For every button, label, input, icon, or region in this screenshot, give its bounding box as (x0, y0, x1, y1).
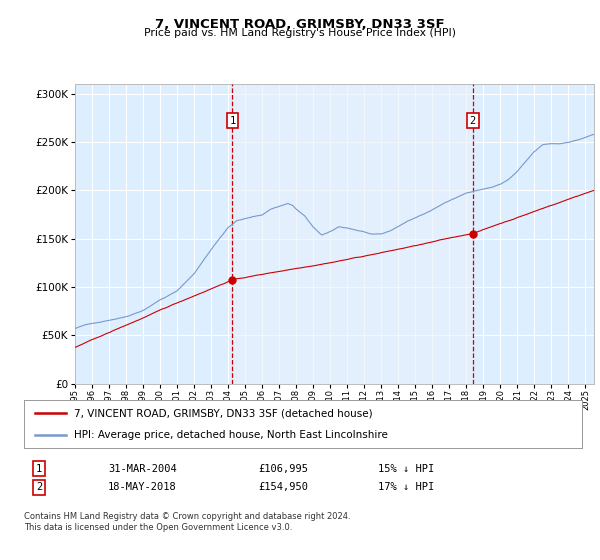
Text: 7, VINCENT ROAD, GRIMSBY, DN33 3SF (detached house): 7, VINCENT ROAD, GRIMSBY, DN33 3SF (deta… (74, 408, 373, 418)
Text: HPI: Average price, detached house, North East Lincolnshire: HPI: Average price, detached house, Nort… (74, 430, 388, 440)
Text: 2: 2 (470, 116, 476, 126)
Text: 7, VINCENT ROAD, GRIMSBY, DN33 3SF: 7, VINCENT ROAD, GRIMSBY, DN33 3SF (155, 18, 445, 31)
Text: 17% ↓ HPI: 17% ↓ HPI (378, 482, 434, 492)
Text: Contains HM Land Registry data © Crown copyright and database right 2024.
This d: Contains HM Land Registry data © Crown c… (24, 512, 350, 532)
Text: 1: 1 (36, 464, 42, 474)
Text: 18-MAY-2018: 18-MAY-2018 (108, 482, 177, 492)
Text: 15% ↓ HPI: 15% ↓ HPI (378, 464, 434, 474)
Text: Price paid vs. HM Land Registry's House Price Index (HPI): Price paid vs. HM Land Registry's House … (144, 28, 456, 38)
Text: 1: 1 (229, 116, 236, 126)
Bar (232, 84, 473, 384)
Text: 2: 2 (36, 482, 42, 492)
Text: £154,950: £154,950 (258, 482, 308, 492)
Text: £106,995: £106,995 (258, 464, 308, 474)
Text: 31-MAR-2004: 31-MAR-2004 (108, 464, 177, 474)
